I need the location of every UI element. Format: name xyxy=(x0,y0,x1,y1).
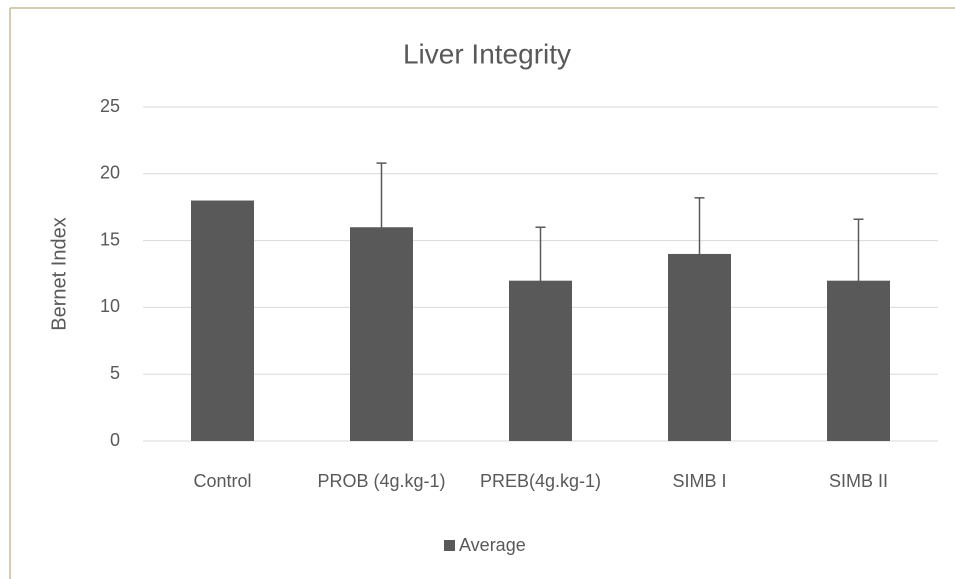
x-tick-label: Control xyxy=(193,471,251,491)
x-tick-label: SIMB I xyxy=(672,471,726,491)
y-tick-label: 20 xyxy=(100,163,120,183)
legend-label: Average xyxy=(459,535,526,555)
error-bar xyxy=(853,218,864,343)
y-tick-label: 10 xyxy=(100,296,120,316)
y-tick-label: 25 xyxy=(100,96,120,116)
x-tick-label: SIMB II xyxy=(829,471,888,491)
y-tick-label: 15 xyxy=(100,229,120,249)
bar xyxy=(191,200,254,441)
y-tick-label: 5 xyxy=(110,363,120,383)
x-tick-label: PROB (4g.kg-1) xyxy=(317,471,445,491)
legend-swatch xyxy=(444,540,455,551)
error-bar xyxy=(376,162,387,293)
x-tick-label: PREB(4g.kg-1) xyxy=(480,471,601,491)
y-axis-label: Bernet Index xyxy=(48,217,70,330)
error-bar xyxy=(535,226,546,335)
chart-title: Liver Integrity xyxy=(403,38,571,69)
y-tick-label: 0 xyxy=(110,430,120,450)
error-bar xyxy=(694,197,705,311)
